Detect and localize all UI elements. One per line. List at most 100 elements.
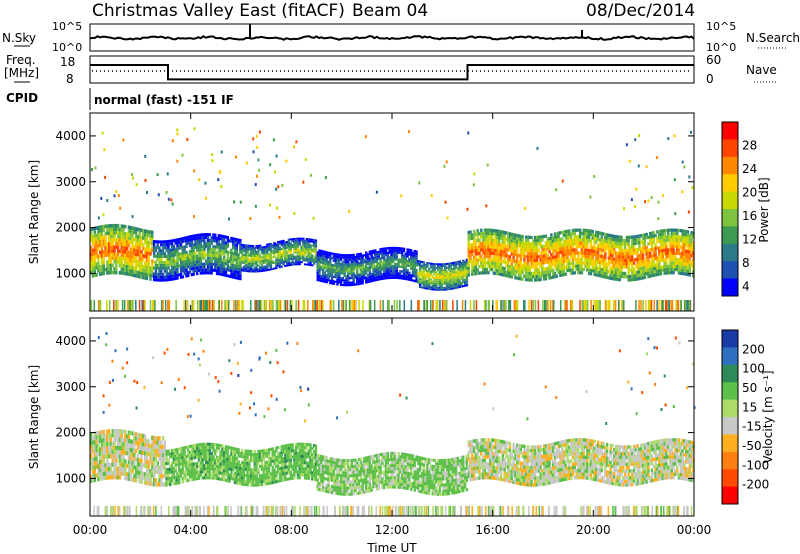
power-echo-cell xyxy=(345,258,348,262)
power-echo-cell xyxy=(303,263,307,266)
power-echo-cell xyxy=(276,252,280,255)
power-echo-cell xyxy=(206,256,210,260)
power-echo-cell xyxy=(622,239,625,243)
power-echo-cell xyxy=(550,236,553,240)
power-echo-cell xyxy=(215,272,219,276)
power-echo-cell xyxy=(379,277,382,281)
velocity-echo-cell xyxy=(122,442,125,447)
power-clutter-cell xyxy=(388,300,390,311)
power-echo-cell xyxy=(142,272,145,276)
power-echo-cell xyxy=(167,260,170,264)
power-clutter-cell xyxy=(547,300,550,311)
power-echo-cell xyxy=(384,265,388,268)
power-echo-cell xyxy=(674,264,677,268)
power-echo-cell xyxy=(471,236,474,240)
power-echo-cell xyxy=(683,262,686,266)
power-echo-cell xyxy=(426,285,429,288)
power-clutter-cell xyxy=(439,300,441,311)
power-echo-cell xyxy=(481,261,485,265)
power-echo-cell xyxy=(453,283,456,286)
power-echo-cell xyxy=(190,258,194,262)
power-echo-cell xyxy=(368,271,372,274)
power-echo-cell xyxy=(273,247,276,250)
power-echo-cell xyxy=(354,274,357,277)
power-echo-cell xyxy=(314,261,318,264)
power-echo-cell xyxy=(541,244,544,249)
power-echo-cell xyxy=(636,254,639,258)
power-echo-cell xyxy=(507,235,510,239)
power-echo-cell xyxy=(440,269,443,272)
power-echo-cell xyxy=(375,260,379,263)
power-echo-cell xyxy=(321,270,325,274)
power-echo-cell xyxy=(264,257,267,260)
power-echo-cell xyxy=(264,269,267,272)
power-echo-cell xyxy=(406,268,409,272)
power-echo-cell xyxy=(489,241,492,245)
power-echo-cell xyxy=(487,231,490,236)
power-echo-cell xyxy=(654,263,657,267)
velocity-echo-cell xyxy=(142,433,145,439)
power-echo-cell xyxy=(294,245,298,248)
power-echo-cell xyxy=(471,252,474,257)
power-echo-cell xyxy=(444,263,447,266)
power-echo-cell xyxy=(113,231,116,235)
power-echo-cell xyxy=(577,244,580,249)
power-echo-cell xyxy=(433,272,436,275)
power-echo-cell xyxy=(100,239,104,244)
power-echo-cell xyxy=(534,271,537,276)
power-echo-cell xyxy=(611,273,614,277)
power-echo-cell xyxy=(239,277,242,281)
power-echo-cell xyxy=(521,264,524,268)
power-echo-cell xyxy=(230,251,233,255)
power-echo-cell xyxy=(160,272,163,276)
power-echo-cell xyxy=(244,269,247,272)
power-echo-cell xyxy=(176,256,179,259)
power-echo-cell xyxy=(620,242,623,246)
power-echo-cell xyxy=(400,249,404,253)
power-echo-cell xyxy=(192,252,195,256)
velocity-echo-cell xyxy=(109,441,113,446)
power-echo-cell xyxy=(569,248,573,252)
power-echo-cell xyxy=(596,253,600,258)
power-echo-cell xyxy=(124,257,127,261)
power-echo-cell xyxy=(551,272,555,276)
power-clutter-cell xyxy=(260,300,262,311)
power-echo-cell xyxy=(463,265,467,268)
power-echo-cell xyxy=(276,256,280,259)
velocity-echo-cell xyxy=(152,482,156,487)
power-echo-cell xyxy=(255,268,258,271)
power-echo-cell xyxy=(640,260,643,264)
power-echo-cell xyxy=(388,276,391,280)
power-clutter-cell xyxy=(321,300,324,311)
power-echo-cell xyxy=(170,248,174,252)
power-echo-cell xyxy=(447,274,451,277)
power-echo-cell xyxy=(661,239,665,243)
power-echo-cell xyxy=(334,266,337,270)
power-echo-cell xyxy=(602,258,605,262)
power-echo-cell xyxy=(499,262,503,267)
power-echo-cell xyxy=(568,252,571,256)
power-echo-cell xyxy=(258,260,262,263)
power-echo-cell xyxy=(325,260,328,263)
power-echo-cell xyxy=(514,259,517,264)
power-echo-cell xyxy=(620,271,623,275)
power-echo-cell xyxy=(654,269,657,274)
power-echo-cell xyxy=(645,236,648,240)
velocity-echo-cell xyxy=(122,429,125,434)
power-echo-cell xyxy=(631,261,634,265)
power-echo-cell xyxy=(100,268,104,272)
power-echo-cell xyxy=(692,270,695,275)
power-echo-cell xyxy=(138,260,141,265)
power-echo-cell xyxy=(623,245,627,249)
power-echo-cell xyxy=(528,255,532,259)
power-echo-cell xyxy=(560,266,564,271)
power-echo-cell xyxy=(316,269,319,272)
power-echo-cell xyxy=(591,229,594,234)
power-echo-cell xyxy=(169,278,172,281)
velocity-echo-cell xyxy=(138,433,141,438)
power-echo-cell xyxy=(196,233,199,237)
power-echo-cell xyxy=(334,264,337,267)
power-echo-cell xyxy=(436,282,440,285)
power-echo-cell xyxy=(232,252,235,256)
power-echo-cell xyxy=(571,248,575,252)
